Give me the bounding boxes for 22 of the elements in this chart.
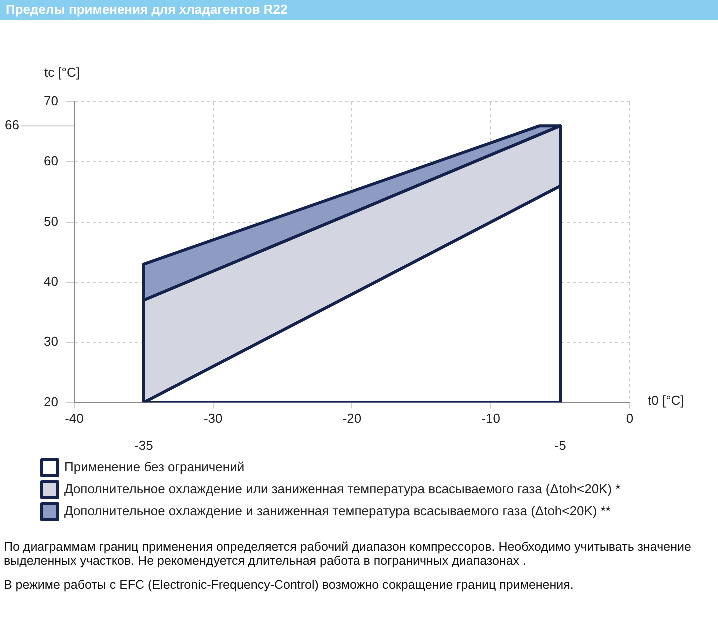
x-axis-title: t0 [°C] [648,392,684,408]
y-tick-label: 20 [44,394,58,410]
x2-tick-label: -5 [554,438,566,453]
x-tick-label: -10 [482,411,501,426]
x-tick-label: -30 [204,411,223,426]
x-tick-label: -20 [342,411,362,426]
x2-tick-label: -35 [134,438,154,453]
y-tick-label: 60 [44,154,58,169]
ref-line-label: 66 [4,118,20,133]
x-tick-label: -40 [65,411,84,426]
chart-title: Пределы применения для хладагентов R22 [0,0,718,20]
y-tick-label: 70 [44,94,58,109]
y-tick-label: 40 [44,274,58,290]
text: По диаграммам границ применения определяется рабочий диапазон компрессоров. Необходимо учитывать значение выделенных участков. Не рекомендуется длительная работа в пограничных диапазонах . [4,540,692,568]
y-tick-label: 30 [44,334,58,350]
legend-label: Дополнительное охлаждение и заниженная температура всасываемого газа (Δtoh<20K) ** [64,504,611,519]
y-tick-label: 50 [44,214,58,229]
y-axis-title: tc [°C] [44,65,80,80]
legend-label: Применение без ограничений [64,460,245,475]
legend-label: Дополнительное охлаждение или заниженная температура всасываемого газа (Δtoh<20K) * [64,482,621,497]
x-tick-label: 0 [626,411,634,426]
text: В режиме работы с EFC (Electronic-Frequency-Control) возможно сокращение границ применения. [4,578,575,592]
